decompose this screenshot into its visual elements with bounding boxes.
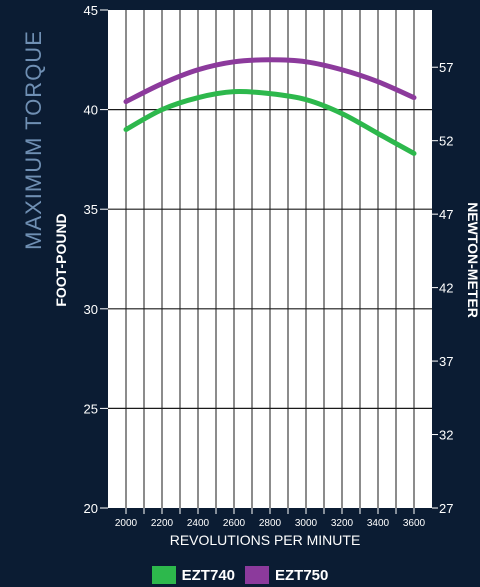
- legend-label-ezt750: EZT750: [275, 566, 329, 584]
- y-tick-label: 35: [84, 202, 98, 217]
- series-group: [123, 57, 417, 156]
- y2-tick-label: 52: [439, 134, 453, 149]
- legend-item-ezt750: EZT750: [245, 566, 328, 584]
- x-tick-label: 3000: [295, 518, 318, 529]
- legend-label-ezt740: EZT740: [181, 566, 235, 584]
- x-axis-label: REVOLUTIONS PER MINUTE: [170, 532, 361, 548]
- y-tick-label: 20: [84, 501, 98, 516]
- x-tick-label: 2200: [151, 518, 174, 529]
- x-tick-label: 3200: [331, 518, 354, 529]
- series-line-ezt740: [123, 89, 417, 156]
- series-line-ezt750: [123, 57, 417, 105]
- legend-item-ezt740: EZT740: [151, 566, 235, 584]
- y-tick-label: 30: [84, 302, 98, 317]
- legend: EZT740 EZT750: [0, 566, 480, 584]
- y-axis-ticks: 20 25 30 35 40 45: [84, 3, 108, 516]
- x-tick-label: 2600: [223, 518, 246, 529]
- y2-axis-ticks: 27 32 37 42 47 52 57: [432, 60, 453, 516]
- x-axis-ticks: 2000 2200 2400 2600 2800 3000 3200 3400 3600: [115, 508, 426, 529]
- y-tick-label: 40: [84, 103, 98, 118]
- y2-tick-label: 47: [439, 207, 453, 222]
- y-axis-label: FOOT-POUND: [53, 213, 69, 306]
- y2-tick-label: 32: [439, 428, 453, 443]
- x-tick-label: 2000: [115, 518, 138, 529]
- x-tick-label: 3400: [367, 518, 390, 529]
- x-tick-label: 2400: [187, 518, 210, 529]
- y2-tick-label: 42: [439, 281, 453, 296]
- y2-tick-label: 57: [439, 60, 453, 75]
- y2-tick-label: 27: [439, 501, 453, 516]
- y2-tick-label: 37: [439, 354, 453, 369]
- y-tick-label: 45: [84, 3, 98, 18]
- torque-chart: 20 25 30 35 40 45 27 32 37 42 47 52 57 2000 2200 2400…: [53, 3, 480, 548]
- legend-swatch-ezt740: [151, 566, 176, 584]
- x-tick-label: 2800: [259, 518, 282, 529]
- legend-swatch-ezt750: [245, 566, 269, 584]
- x-tick-label: 3600: [403, 518, 426, 529]
- y2-axis-label: NEWTON-METER: [465, 202, 480, 318]
- y-tick-label: 25: [84, 401, 98, 416]
